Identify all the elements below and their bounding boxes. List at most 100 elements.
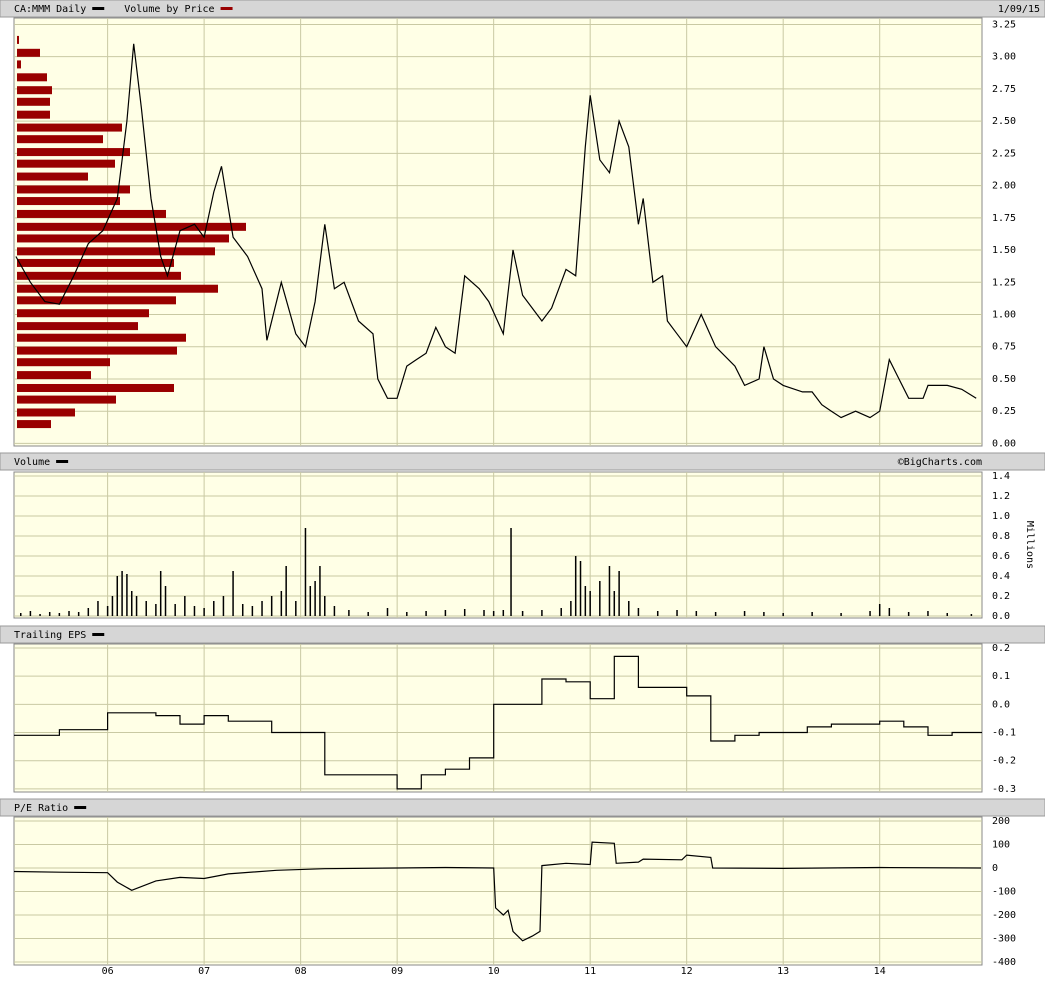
volume-by-price-bar	[17, 258, 174, 267]
volume-by-price-bar	[17, 48, 40, 57]
volume-bar	[599, 581, 601, 616]
volume-bar	[492, 611, 495, 616]
volume-by-price-bar	[17, 222, 246, 231]
volume-bar	[502, 610, 505, 616]
volume-bar	[155, 604, 157, 616]
volume-bar	[184, 596, 186, 616]
y-tick-label: 1.25	[992, 277, 1016, 288]
plot-area	[13, 643, 983, 793]
y-tick-label: 1.50	[992, 245, 1016, 256]
volume-bar	[676, 610, 678, 616]
volume-by-price-bar	[17, 247, 215, 256]
volume-by-price-bar	[17, 420, 51, 429]
volume-bar	[608, 566, 611, 616]
volume-bar	[637, 608, 640, 616]
y-tick-label: 2.25	[992, 148, 1016, 159]
y-tick-label: 0.0	[992, 611, 1010, 622]
volume-bar	[618, 571, 620, 616]
volume-by-price-bar	[17, 296, 176, 305]
volume-bar	[29, 611, 32, 616]
plot-area	[13, 17, 983, 447]
volume-by-price-bar	[17, 358, 110, 367]
volume-bar	[878, 604, 881, 616]
volume-bar	[314, 581, 316, 616]
volume-bar	[406, 612, 408, 616]
x-tick-label: 14	[874, 966, 886, 977]
volume-by-price-bar	[17, 159, 115, 168]
volume-by-price-bar	[17, 371, 91, 380]
legend-label: Trailing EPS	[14, 630, 86, 641]
y-tick-label: 2.00	[992, 181, 1016, 192]
y-tick-label: -0.3	[992, 784, 1016, 795]
y-tick-label: 100	[992, 839, 1010, 850]
x-tick-label: 07	[198, 966, 210, 977]
x-tick-label: 11	[584, 966, 596, 977]
volume-by-price-bar	[17, 172, 88, 181]
volume-bar	[888, 608, 891, 616]
y-tick-label: -0.2	[992, 756, 1016, 767]
volume-by-price-bar	[17, 135, 103, 144]
volume-bar	[319, 566, 321, 616]
volume-bar	[463, 609, 466, 616]
volume-bar	[121, 571, 123, 616]
y-tick-label: 0.2	[992, 643, 1010, 654]
volume-bar	[241, 604, 244, 616]
volume-by-price-bar	[17, 123, 122, 132]
volume-bar	[656, 611, 659, 616]
volume-by-price-bar	[17, 234, 229, 243]
volume-bar	[869, 611, 871, 616]
volume-bar	[782, 613, 784, 616]
volume-by-price-bar	[17, 197, 120, 206]
volume-bar	[145, 601, 147, 616]
legend-swatch	[220, 7, 233, 10]
volume-bar	[613, 591, 616, 616]
volume-bar	[203, 608, 205, 616]
price-line	[15, 43, 977, 419]
volume-by-price-bar	[17, 395, 116, 404]
volume-bar	[840, 613, 842, 616]
volume-bar	[270, 596, 273, 616]
legend-label: Volume by Price	[124, 4, 214, 15]
y-tick-label: 3.25	[992, 19, 1016, 30]
y-tick-label: 0.1	[992, 671, 1010, 682]
volume-bar	[927, 611, 929, 616]
volume-by-price-bar	[17, 60, 21, 69]
legend-swatch	[92, 7, 105, 10]
volume-bar	[222, 596, 225, 616]
volume-bar	[946, 613, 949, 616]
volume-bar	[510, 528, 512, 616]
y-tick-label: 0.8	[992, 531, 1010, 542]
volume-bar	[20, 613, 22, 616]
legend-label: Volume	[14, 457, 50, 468]
volume-bar	[116, 576, 119, 616]
volume-bar	[97, 601, 99, 616]
volume-bar	[159, 571, 162, 616]
volume-by-price-bar	[17, 284, 218, 293]
legend-label: P/E Ratio	[14, 803, 68, 814]
panel-header	[0, 798, 1045, 817]
x-tick-label: 13	[777, 966, 789, 977]
y-tick-label: 0.4	[992, 571, 1010, 582]
volume-by-price-bar	[17, 35, 19, 44]
price-line	[13, 841, 982, 942]
volume-bar	[87, 608, 90, 616]
volume-bar	[574, 556, 577, 616]
volume-bar	[628, 601, 630, 616]
volume-bar	[126, 574, 128, 616]
y-tick-label: -100	[992, 886, 1016, 897]
volume-bar	[570, 601, 572, 616]
y-tick-label: 0.25	[992, 406, 1016, 417]
credit: ©BigCharts.com	[898, 457, 982, 468]
volume-bar	[68, 611, 70, 616]
volume-bar	[763, 612, 765, 616]
volume-bar	[348, 610, 350, 616]
volume-bar	[174, 604, 176, 616]
volume-bar	[425, 611, 427, 616]
volume-bar	[304, 528, 307, 616]
volume-bar	[367, 612, 369, 616]
volume-bar	[811, 612, 813, 616]
y-tick-label: 1.75	[992, 213, 1016, 224]
volume-by-price-bar	[17, 408, 75, 417]
y-tick-label: 1.0	[992, 511, 1010, 522]
volume-bar	[714, 612, 717, 616]
